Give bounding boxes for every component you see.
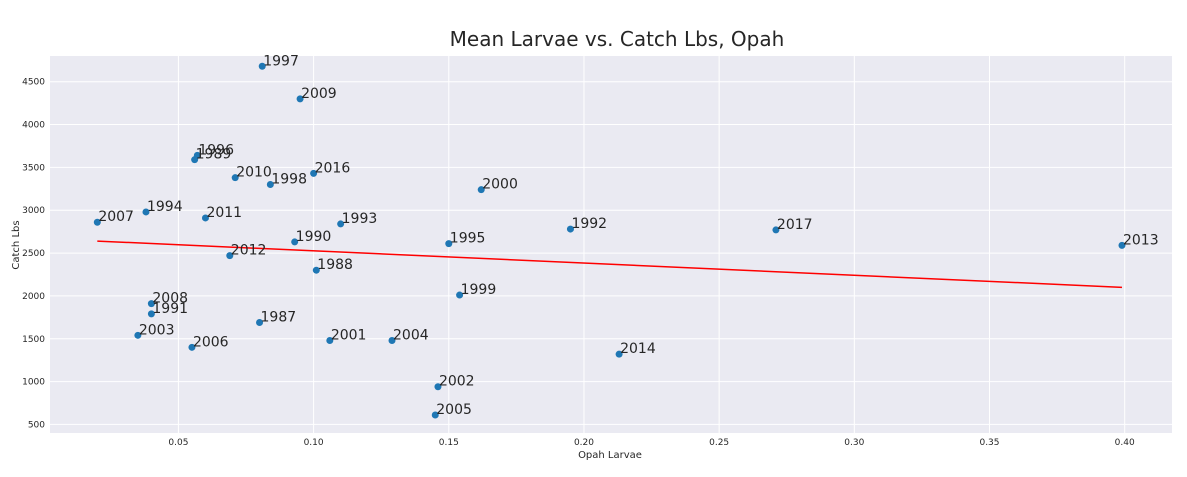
y-tick-label: 4500 xyxy=(22,78,45,88)
x-tick-label: 0.15 xyxy=(439,438,459,448)
point-label: 1991 xyxy=(152,301,188,317)
point-label: 1992 xyxy=(571,216,607,232)
data-point xyxy=(477,186,485,194)
point-label: 1989 xyxy=(196,147,232,163)
point-label: 1996 xyxy=(198,142,234,158)
point-label: 2000 xyxy=(482,177,518,193)
point-label: 2009 xyxy=(301,86,337,102)
data-point xyxy=(337,220,345,228)
data-point xyxy=(201,214,209,222)
data-point xyxy=(566,225,574,233)
point-label: 2011 xyxy=(206,205,242,221)
data-point xyxy=(615,350,623,358)
y-tick-label: 3500 xyxy=(22,163,45,173)
data-point xyxy=(134,331,142,339)
point-label: 2013 xyxy=(1123,232,1159,248)
data-point xyxy=(456,291,464,299)
data-point xyxy=(142,208,150,216)
y-tick-label: 3000 xyxy=(22,206,45,216)
point-label: 2002 xyxy=(439,374,475,390)
point-label: 2017 xyxy=(777,217,813,233)
data-point xyxy=(93,218,101,226)
point-label: 1995 xyxy=(450,231,486,247)
point-label: 1994 xyxy=(147,199,183,215)
point-label: 1987 xyxy=(261,309,297,325)
data-points xyxy=(93,62,1126,419)
x-axis-label: Opah Larvae xyxy=(578,450,642,461)
point-label: 2012 xyxy=(231,243,267,259)
point-label: 2007 xyxy=(98,209,134,225)
point-label: 1999 xyxy=(461,282,497,298)
data-point xyxy=(226,252,234,260)
point-label: 1993 xyxy=(342,211,378,227)
data-point xyxy=(191,156,199,164)
data-point xyxy=(445,240,453,248)
trendline xyxy=(97,240,1123,289)
data-point xyxy=(256,318,264,326)
data-point xyxy=(147,310,155,318)
x-tick-label: 0.05 xyxy=(168,438,188,448)
x-tick-label: 0.35 xyxy=(979,438,999,448)
point-label: 2010 xyxy=(236,165,272,181)
y-tick-label: 4000 xyxy=(22,121,45,131)
point-label: 2016 xyxy=(315,160,351,176)
point-label: 1988 xyxy=(317,257,353,273)
y-tick-labels: 500 1000 1500 2000 2500 3000 3500 4000 4500 xyxy=(22,78,45,431)
point-label: 2001 xyxy=(331,327,367,343)
point-label: 2014 xyxy=(620,341,656,357)
data-point xyxy=(312,266,320,274)
data-point xyxy=(310,169,318,177)
data-point xyxy=(434,383,442,391)
y-axis-label: Catch Lbs xyxy=(11,220,22,269)
point-label: 2003 xyxy=(139,322,175,338)
data-point xyxy=(291,238,299,246)
point-label: 1997 xyxy=(263,53,299,69)
x-tick-label: 0.10 xyxy=(304,438,324,448)
y-tick-label: 2500 xyxy=(22,249,45,259)
data-point xyxy=(147,300,155,308)
data-point xyxy=(388,336,396,344)
x-tick-labels: 0.05 0.10 0.15 0.20 0.25 0.30 0.35 0.40 xyxy=(168,438,1135,448)
x-tick-label: 0.30 xyxy=(844,438,864,448)
x-tick-label: 0.25 xyxy=(709,438,729,448)
data-point xyxy=(326,336,334,344)
data-point xyxy=(231,174,239,182)
data-point xyxy=(296,95,304,103)
point-label: 2005 xyxy=(436,402,472,418)
point-label: 1998 xyxy=(271,172,307,188)
trendline-group xyxy=(97,240,1123,289)
data-point xyxy=(258,62,266,70)
chart-title: Mean Larvae vs. Catch Lbs, Opah xyxy=(450,27,785,51)
y-tick-label: 1000 xyxy=(22,378,45,388)
plot-background xyxy=(50,56,1172,433)
point-label: 1990 xyxy=(296,229,332,245)
point-label: 2006 xyxy=(193,334,229,350)
data-point xyxy=(431,411,439,419)
y-tick-label: 1500 xyxy=(22,335,45,345)
y-tick-label: 500 xyxy=(28,420,45,430)
x-tick-label: 0.20 xyxy=(574,438,594,448)
y-tick-label: 2000 xyxy=(22,292,45,302)
data-point xyxy=(1118,241,1126,249)
x-tick-label: 0.40 xyxy=(1115,438,1135,448)
data-point xyxy=(188,343,196,351)
point-label: 2008 xyxy=(152,291,188,307)
point-label: 2004 xyxy=(393,327,429,343)
data-point xyxy=(266,181,274,189)
grid-lines xyxy=(50,56,1172,433)
data-point xyxy=(772,226,780,234)
